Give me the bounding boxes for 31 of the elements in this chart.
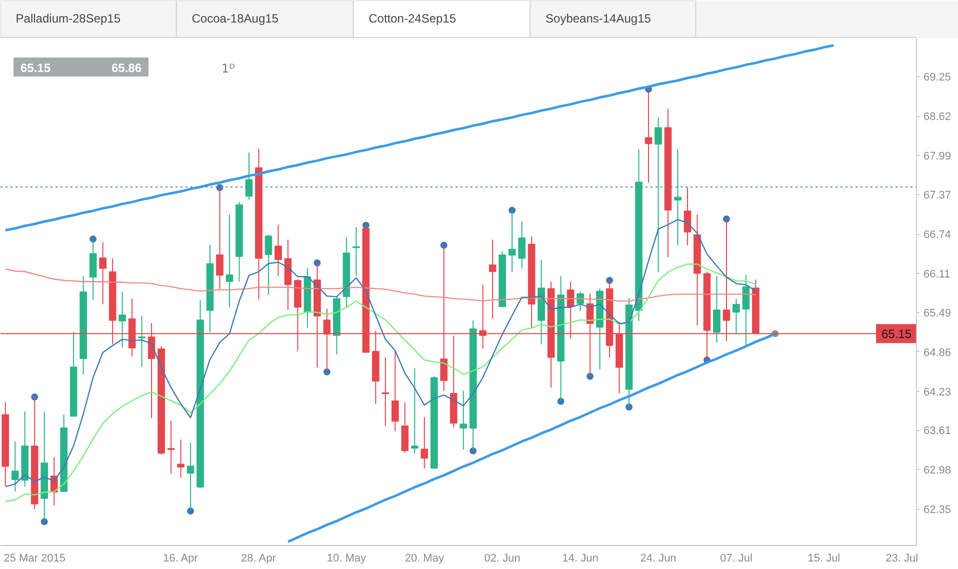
y-tick-label: 64.23: [924, 386, 952, 398]
x-tick-label: 02. Jun: [484, 552, 520, 564]
x-tick-label: 28. Apr: [241, 552, 276, 564]
x-tick-label: 15. Jul: [808, 552, 840, 564]
x-tick-label: 10. May: [326, 552, 366, 564]
annotation: 65.15: [20, 61, 51, 75]
x-tick-label: 14. Jun: [562, 552, 598, 564]
text: Cocoa-18Aug15: [192, 12, 279, 26]
y-tick-label: 63.61: [924, 425, 952, 438]
x-tick-label: 25 Mar 2015: [4, 552, 66, 564]
y-tick-label: 67.99: [924, 150, 952, 163]
x-tick-label: 24. Jun: [640, 552, 676, 564]
y-tick-label: 65.49: [924, 307, 952, 320]
y-tick-label: 66.11: [924, 268, 950, 281]
x-tick-label: 20. May: [404, 552, 444, 564]
y-tick-label: 62.98: [924, 464, 952, 477]
y-tick-label: 67.37: [924, 190, 952, 202]
y-tick-label: 69.25: [924, 72, 952, 84]
y-tick-label: 68.62: [924, 111, 952, 124]
ref-line-label: 65.15: [881, 327, 912, 342]
x-tick-label: 16. Apr: [163, 552, 198, 564]
chart-title: Cotton-24Sep15: [368, 12, 456, 26]
text: Soybeans-14Aug15: [546, 12, 652, 26]
text: Palladium-28Sep15: [16, 12, 121, 26]
y-tick-label: 66.74: [924, 229, 952, 242]
x-tick-label: 07. Jul: [720, 552, 752, 564]
y-tick-label: 64.86: [924, 346, 952, 359]
x-tick-label: 23. Jul: [886, 552, 918, 564]
y-tick-label: 62.35: [924, 504, 952, 516]
annotation: 1ᴰ: [222, 62, 236, 76]
annotation: 65.86: [111, 61, 142, 75]
